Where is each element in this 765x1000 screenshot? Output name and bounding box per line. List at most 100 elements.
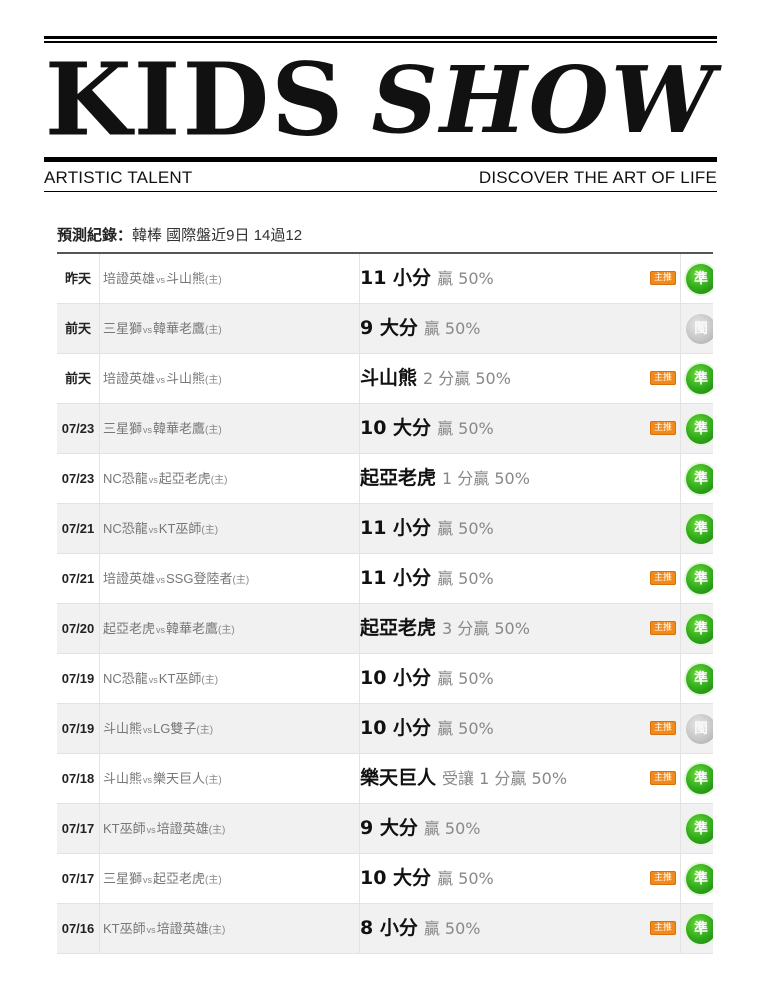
pick-detail: 贏 50% xyxy=(437,669,494,688)
home-marker: (主) xyxy=(232,575,250,586)
row-match[interactable]: 培證英雄vsSSG登陸者(主) xyxy=(99,554,360,603)
row-match[interactable]: 培證英雄vs斗山熊(主) xyxy=(99,354,360,403)
row-match[interactable]: 三星獅vs韓華老鷹(主) xyxy=(99,304,360,353)
team-home: 斗山熊 xyxy=(166,371,206,386)
team-home: SSG登陸者 xyxy=(166,571,233,586)
team-home: 韓華老鷹 xyxy=(153,321,206,336)
home-marker: (主) xyxy=(205,325,222,336)
team-away: KT巫師 xyxy=(103,821,146,836)
row-tag-cell: 主推 xyxy=(650,554,681,603)
row-result-cell: 準 xyxy=(681,504,713,553)
row-match[interactable]: NC恐龍vsKT巫師(主) xyxy=(99,654,360,703)
home-marker: (主) xyxy=(205,375,222,386)
vs-label: vs xyxy=(148,675,158,685)
row-pick: 11 小分贏 50% xyxy=(360,554,650,603)
row-date: 07/23 xyxy=(57,454,100,503)
pick-detail: 3 分贏 50% xyxy=(442,619,530,638)
table-row[interactable]: 昨天 培證英雄vs斗山熊(主) 11 小分贏 50% 主推準 xyxy=(57,254,713,304)
masthead-top-rule-inner xyxy=(44,41,717,43)
home-marker: (主) xyxy=(205,275,222,286)
table-row[interactable]: 前天 三星獅vs韓華老鷹(主) 9 大分贏 50% 閩 xyxy=(57,304,713,354)
row-match[interactable]: 三星獅vs韓華老鷹(主) xyxy=(99,404,360,453)
table-row[interactable]: 07/23 NC恐龍vs起亞老虎(主) 起亞老虎 1 分贏 50% 準 xyxy=(57,454,713,504)
table-row[interactable]: 07/19 NC恐龍vsKT巫師(主) 10 小分贏 50% 準 xyxy=(57,654,713,704)
tagline-rule xyxy=(44,191,717,192)
result-win-icon: 準 xyxy=(686,764,713,794)
result-push-icon: 閩 xyxy=(686,314,713,344)
record-divider xyxy=(57,252,713,254)
home-marker: (主) xyxy=(196,725,214,736)
vs-label: vs xyxy=(148,475,158,485)
result-win-icon: 準 xyxy=(686,814,713,844)
home-marker: (主) xyxy=(208,825,226,836)
result-win-icon: 準 xyxy=(686,564,713,594)
row-match[interactable]: 斗山熊vs樂天巨人(主) xyxy=(99,754,360,803)
row-date: 前天 xyxy=(57,354,100,403)
pick-value: 10 小分 xyxy=(360,667,432,689)
row-match[interactable]: NC恐龍vsKT巫師(主) xyxy=(99,504,360,553)
team-away: NC恐龍 xyxy=(103,471,148,486)
pick-value: 8 小分 xyxy=(360,917,418,939)
team-away: 三星獅 xyxy=(103,421,143,436)
row-result-cell: 準 xyxy=(681,754,713,803)
pick-detail: 贏 50% xyxy=(423,319,481,338)
vs-label: vs xyxy=(143,775,153,785)
row-result-cell: 閩 xyxy=(681,704,713,753)
row-match[interactable]: KT巫師vs培證英雄(主) xyxy=(99,804,360,853)
prediction-table: 昨天 培證英雄vs斗山熊(主) 11 小分贏 50% 主推準前天 三星獅vs韓華老鷹(主… xyxy=(57,254,713,954)
row-match[interactable]: 培證英雄vs斗山熊(主) xyxy=(99,254,360,303)
team-away: NC恐龍 xyxy=(103,671,148,686)
row-tag-cell xyxy=(650,304,681,353)
row-pick: 9 大分贏 50% xyxy=(360,804,650,853)
pick-value: 10 大分 xyxy=(360,867,432,889)
vs-label: vs xyxy=(143,325,153,335)
row-match[interactable]: 斗山熊vsLG雙子(主) xyxy=(99,704,360,753)
table-row[interactable]: 07/21 培證英雄vsSSG登陸者(主) 11 小分贏 50% 主推準 xyxy=(57,554,713,604)
row-tag-cell: 主推 xyxy=(650,704,681,753)
row-pick: 10 大分贏 50% xyxy=(360,854,650,903)
vs-label: vs xyxy=(156,575,166,585)
masthead-title-kids: KIDS xyxy=(44,40,346,159)
masthead-bottom-rule xyxy=(44,157,717,162)
row-match[interactable]: KT巫師vs培證英雄(主) xyxy=(99,904,360,953)
vs-label: vs xyxy=(156,625,166,635)
masthead-top-rule xyxy=(44,36,717,39)
row-date: 07/17 xyxy=(57,854,100,903)
row-match[interactable]: 起亞老虎vs韓華老鷹(主) xyxy=(99,604,360,653)
table-row[interactable]: 07/16 KT巫師vs培證英雄(主) 8 小分贏 50% 主推準 xyxy=(57,904,713,954)
row-result-cell: 準 xyxy=(681,254,713,303)
table-row[interactable]: 前天 培證英雄vs斗山熊(主) 斗山熊 2 分贏 50% 主推準 xyxy=(57,354,713,404)
team-home: 韓華老鷹 xyxy=(166,621,219,636)
row-date: 07/23 xyxy=(57,404,100,453)
table-row[interactable]: 07/21 NC恐龍vsKT巫師(主) 11 小分贏 50% 準 xyxy=(57,504,713,554)
row-match[interactable]: NC恐龍vs起亞老虎(主) xyxy=(99,454,360,503)
table-row[interactable]: 07/18 斗山熊vs樂天巨人(主) 樂天巨人 受讓 1 分贏 50% 主推準 xyxy=(57,754,713,804)
vs-label: vs xyxy=(146,925,156,935)
row-pick: 樂天巨人 受讓 1 分贏 50% xyxy=(360,754,650,803)
pick-detail: 贏 50% xyxy=(423,819,481,838)
row-pick: 8 小分贏 50% xyxy=(360,904,650,953)
team-home: 起亞老虎 xyxy=(158,471,211,486)
pick-value: 9 大分 xyxy=(360,817,418,839)
pick-value: 樂天巨人 xyxy=(360,767,437,789)
featured-badge-icon: 主推 xyxy=(650,871,676,885)
home-marker: (主) xyxy=(210,475,228,486)
row-pick: 11 小分贏 50% xyxy=(360,254,650,303)
table-row[interactable]: 07/17 三星獅vs起亞老虎(主) 10 大分贏 50% 主推準 xyxy=(57,854,713,904)
tagline-right: DISCOVER THE ART OF LIFE xyxy=(478,168,717,187)
table-row[interactable]: 07/23 三星獅vs韓華老鷹(主) 10 大分贏 50% 主推準 xyxy=(57,404,713,454)
row-match[interactable]: 三星獅vs起亞老虎(主) xyxy=(99,854,360,903)
tagline-left: ARTISTIC TALENT xyxy=(44,168,193,187)
pick-value: 9 大分 xyxy=(360,317,418,339)
table-row[interactable]: 07/20 起亞老虎vs韓華老鷹(主) 起亞老虎 3 分贏 50% 主推準 xyxy=(57,604,713,654)
team-home: LG雙子 xyxy=(153,721,197,736)
featured-badge-icon: 主推 xyxy=(650,921,676,935)
row-result-cell: 準 xyxy=(681,904,713,953)
pick-value: 11 小分 xyxy=(360,517,432,539)
masthead-title-show: SHOW xyxy=(371,45,717,154)
table-row[interactable]: 07/17 KT巫師vs培證英雄(主) 9 大分贏 50% 準 xyxy=(57,804,713,854)
table-row[interactable]: 07/19 斗山熊vsLG雙子(主) 10 小分贏 50% 主推閩 xyxy=(57,704,713,754)
vs-label: vs xyxy=(143,725,153,735)
row-result-cell: 準 xyxy=(681,604,713,653)
featured-badge-icon: 主推 xyxy=(650,271,676,285)
